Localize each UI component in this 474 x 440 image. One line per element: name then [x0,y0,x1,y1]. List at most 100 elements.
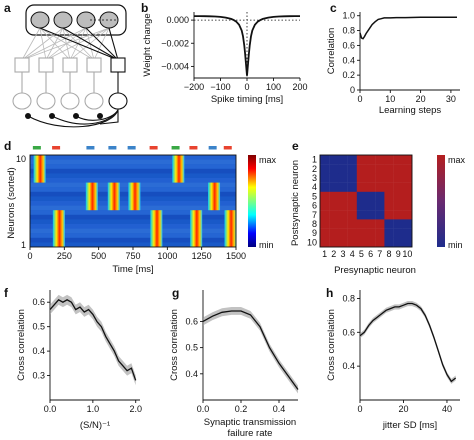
b-ylabel: Weight change [142,13,153,76]
e-matrix-cell [384,219,394,229]
e-matrix-cell [338,210,348,220]
e-matrix-cell [338,201,348,211]
e-matrix-cell [338,155,348,165]
pattern-marker [86,146,95,150]
d-background-row [30,228,236,234]
g-xtick-label: 0.2 [235,404,248,414]
e-matrix-cell [347,182,357,192]
learning-correlation-chart: 0 0.2 0.4 0.6 0.8 1.0 0 10 20 30 Learning steps C… [326,11,460,116]
c-axes [359,12,460,91]
pattern-marker [52,146,61,150]
f-ylabel: Cross correlation [16,309,27,381]
e-matrix-cell [329,201,339,211]
e-xtick-label: 8 [386,249,391,259]
e-matrix-cell [366,237,376,248]
d-burst [52,210,65,247]
b-xtick-label: 0 [244,82,249,92]
e-matrix-cell [338,237,348,248]
d-colorbar-max: max [259,155,277,165]
e-matrix-cell [329,191,339,202]
e-ytick-label: 8 [312,219,317,229]
e-matrix-cell [375,182,385,192]
e-matrix-cell [384,201,394,211]
b-ytick-label: −0.002 [161,38,189,48]
network-schematic [12,4,128,128]
e-matrix-cell [366,201,376,211]
e-xlabel: Presynaptic neuron [334,265,416,276]
e-matrix-cell [356,182,367,192]
d-xtick-label: 500 [91,251,106,261]
e-matrix-cell [329,210,339,220]
d-burst [224,210,237,247]
e-matrix-cell [375,228,385,238]
h-ytick-label: 0.4 [342,361,355,371]
e-ytick-label: 2 [312,164,317,174]
d-xtick-label: 1250 [192,251,212,261]
panel-label-h: h [326,286,333,300]
c-ylabel: Correlation [326,28,337,74]
e-matrix-cell [384,191,394,202]
b-series-line [194,15,300,76]
e-colorbar [437,155,445,247]
e-matrix-cell [329,219,339,229]
e-matrix-cell [393,237,403,248]
c-ytick-label: 0 [350,85,355,95]
e-matrix-cell [338,173,348,183]
h-xtick-label: 0 [357,404,362,414]
dendrite-box [86,57,102,73]
e-matrix-cell [329,182,339,192]
e-matrix-cell [366,210,376,220]
e-matrix-cell [402,201,413,211]
d-xlabel: Time [ms] [112,264,153,275]
h-error-band [360,301,456,384]
panel-label-c: c [330,1,337,15]
pattern-marker [127,146,136,150]
f-ytick-label: 0.5 [32,322,45,332]
e-xtick-label: 3 [340,249,345,259]
e-ytick-label: 1 [312,155,317,165]
e-matrix-cell [320,237,330,248]
g-ytick-label: 0.4 [185,369,198,379]
b-xtick-label: 100 [266,82,281,92]
e-matrix-cell [375,219,385,229]
d-xtick-label: 250 [57,251,72,261]
inhibitory-synapse [49,113,55,119]
e-matrix-cell [329,164,339,174]
e-ytick-label: 3 [312,173,317,183]
output-neuron [12,92,32,110]
e-matrix-cell [393,219,403,229]
h-series-line [359,302,457,383]
e-matrix-cell [329,228,339,238]
e-matrix-cell [356,164,367,174]
d-burst [33,155,46,183]
panel-label-b: b [141,1,148,15]
e-matrix-cell [393,164,403,174]
h-ytick-label: 0.6 [342,327,355,337]
f-error-band [50,294,136,386]
e-xtick-label: 5 [359,249,364,259]
e-matrix-cell [347,219,357,229]
f-xlabel: (S/N)⁻¹ [80,420,110,431]
dendrite-box [14,57,30,73]
f-ytick-label: 0.6 [32,297,45,307]
d-burst [150,210,163,247]
e-matrix-cell [320,182,330,192]
e-matrix-cell [347,228,357,238]
e-matrix-cell [329,173,339,183]
e-matrix-cell [384,164,394,174]
f-xtick-label: 2.0 [129,404,142,414]
d-background-row [30,219,236,224]
d-xtick-label: 1000 [157,251,177,261]
e-matrix-cell [393,182,403,192]
panel-label-g: g [172,286,179,300]
e-xtick-label: 1 [322,249,327,259]
c-xtick-label: 30 [446,94,456,104]
panel-label-d: d [4,139,11,153]
e-matrix-cell [393,210,403,220]
e-matrix-cell [356,201,367,211]
c-xtick-label: 20 [416,94,426,104]
e-matrix-cell [329,237,339,248]
output-neuron [108,92,128,110]
pattern-marker [208,146,217,150]
d-ytick-label: 1 [21,240,26,250]
